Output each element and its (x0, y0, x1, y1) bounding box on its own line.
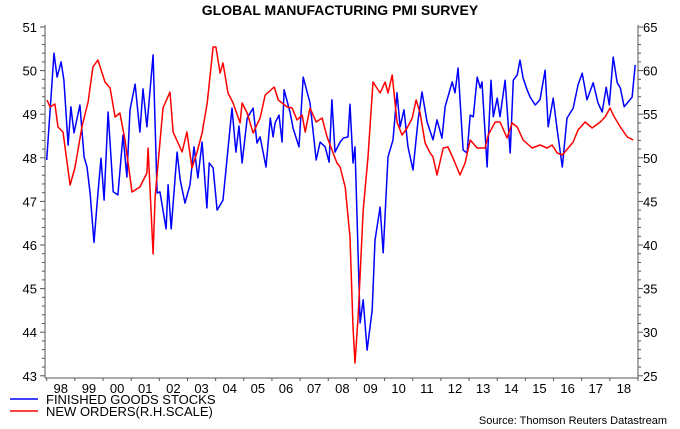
left-tick-label: 47 (23, 194, 37, 209)
x-tick-label: 99 (82, 381, 96, 396)
right-tick-label: 25 (643, 369, 657, 384)
left-tick-label: 51 (23, 20, 37, 35)
left-tick-label: 44 (23, 325, 37, 340)
series-line-new-orders (46, 46, 634, 364)
right-tick-label: 60 (643, 64, 657, 79)
x-tick-label: 17 (589, 381, 603, 396)
x-tick-label: 11 (420, 381, 434, 396)
x-tick-label: 00 (110, 381, 124, 396)
right-tick-label: 65 (643, 20, 657, 35)
x-tick-label: 10 (391, 381, 405, 396)
legend-label-new-orders: NEW ORDERS(R.H.SCALE) (46, 404, 213, 419)
x-tick-label: 06 (279, 381, 293, 396)
x-tick-label: 08 (335, 381, 349, 396)
x-tick-label: 13 (476, 381, 490, 396)
right-tick-label: 55 (643, 107, 657, 122)
right-tick-label: 30 (643, 325, 657, 340)
right-tick-label: 50 (643, 151, 657, 166)
x-tick-label: 01 (138, 381, 152, 396)
x-tick-label: 03 (194, 381, 208, 396)
chart-title: GLOBAL MANUFACTURING PMI SURVEY (202, 2, 479, 18)
x-tick-label: 05 (251, 381, 265, 396)
legend: FINISHED GOODS STOCKS NEW ORDERS(R.H.SCA… (10, 392, 216, 419)
left-tick-label: 49 (23, 107, 37, 122)
x-tick-label: 16 (560, 381, 574, 396)
legend-label-finished-goods-stocks: FINISHED GOODS STOCKS (46, 392, 216, 407)
x-tick-label: 09 (363, 381, 377, 396)
x-tick-label: 15 (532, 381, 546, 396)
x-tick-label: 14 (504, 381, 518, 396)
left-tick-label: 50 (23, 64, 37, 79)
left-tick-label: 46 (23, 238, 37, 253)
x-tick-label: 18 (617, 381, 631, 396)
left-tick-label: 43 (23, 369, 37, 384)
series-group (45, 46, 636, 364)
axes: 43 44 45 46 47 48 49 50 51 25 30 35 40 45 50 55 60 65 98 99… (23, 20, 658, 396)
right-tick-label: 40 (643, 238, 657, 253)
right-tick-label: 35 (643, 282, 657, 297)
x-tick-label: 07 (307, 381, 321, 396)
source-note: Source: Thomson Reuters Datastream (479, 415, 667, 427)
x-tick-label: 04 (222, 381, 236, 396)
left-tick-label: 48 (23, 151, 37, 166)
x-tick-label: 02 (166, 381, 180, 396)
x-tick-label: 98 (54, 381, 68, 396)
left-tick-label: 45 (23, 282, 37, 297)
right-tick-label: 45 (643, 194, 657, 209)
x-tick-label: 12 (448, 381, 462, 396)
series-line-finished-goods-stocks (45, 52, 636, 351)
